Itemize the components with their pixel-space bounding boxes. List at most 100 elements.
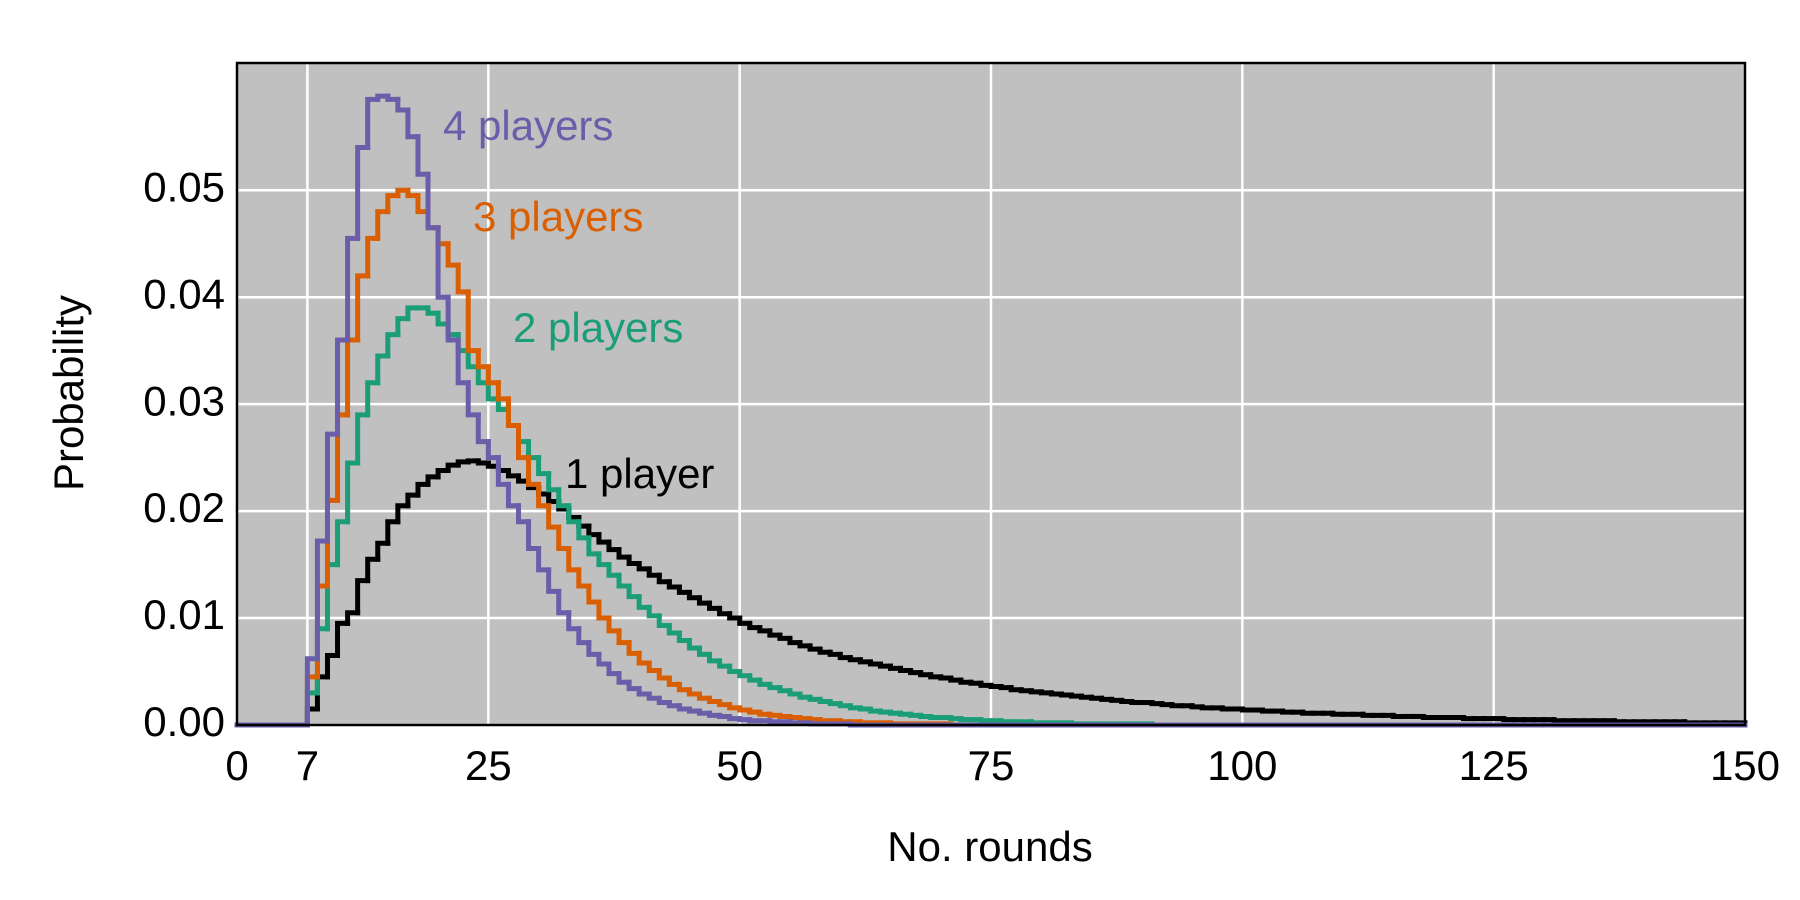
step xyxy=(425,171,441,231)
series-label: 4 players xyxy=(443,102,613,149)
step xyxy=(646,660,662,673)
step xyxy=(1360,711,1376,718)
step xyxy=(918,712,934,719)
step xyxy=(355,578,371,616)
step xyxy=(395,503,411,525)
step xyxy=(908,667,924,676)
step xyxy=(556,588,572,616)
step xyxy=(968,679,984,686)
series-label: 1 player xyxy=(565,450,714,497)
step xyxy=(445,462,461,473)
step xyxy=(616,572,632,589)
step xyxy=(566,610,582,632)
step xyxy=(656,695,672,706)
grid xyxy=(235,63,1747,727)
step xyxy=(435,467,451,480)
step xyxy=(385,193,401,215)
step xyxy=(666,675,682,687)
step xyxy=(365,96,381,150)
step xyxy=(1611,718,1627,725)
step xyxy=(495,380,511,402)
plot-frame xyxy=(235,61,1747,727)
step xyxy=(887,709,904,716)
step xyxy=(817,646,833,655)
step xyxy=(797,691,813,700)
step xyxy=(626,583,642,600)
step xyxy=(335,620,351,658)
step xyxy=(898,665,914,673)
step xyxy=(696,645,713,657)
step xyxy=(314,538,330,662)
step xyxy=(978,717,994,724)
step xyxy=(686,589,702,601)
y-tick-label: 0.00 xyxy=(143,698,225,745)
step xyxy=(335,337,351,437)
step xyxy=(596,532,612,545)
step xyxy=(827,698,843,707)
step xyxy=(998,718,1014,725)
step xyxy=(596,651,612,667)
step xyxy=(666,579,682,590)
step xyxy=(475,348,491,370)
step xyxy=(717,605,733,617)
step xyxy=(1420,713,1436,721)
step xyxy=(576,626,592,646)
step xyxy=(385,93,401,102)
step xyxy=(948,715,964,722)
step xyxy=(586,640,602,657)
step xyxy=(1330,710,1346,717)
step xyxy=(837,701,853,709)
step xyxy=(515,423,532,461)
y-tick-label: 0.01 xyxy=(143,591,225,638)
x-tick-label: 150 xyxy=(1710,742,1780,789)
step xyxy=(656,572,672,585)
step xyxy=(646,566,662,578)
step xyxy=(666,623,682,636)
step xyxy=(475,412,491,445)
step xyxy=(1189,703,1205,710)
step xyxy=(777,712,793,719)
step xyxy=(556,487,572,509)
step xyxy=(1099,695,1115,702)
step xyxy=(1048,690,1064,697)
step xyxy=(586,583,602,605)
step xyxy=(465,380,481,418)
step xyxy=(505,396,521,429)
step xyxy=(586,535,602,557)
step xyxy=(817,717,833,724)
step xyxy=(707,710,723,718)
step xyxy=(727,713,743,722)
step xyxy=(606,661,622,677)
step xyxy=(606,615,622,634)
step xyxy=(636,561,652,572)
step xyxy=(1078,693,1095,700)
step xyxy=(1008,685,1024,693)
step xyxy=(1068,692,1084,699)
step xyxy=(827,649,843,657)
step xyxy=(626,554,642,567)
step xyxy=(1461,715,1477,722)
step xyxy=(324,652,341,680)
step xyxy=(1501,716,1517,723)
x-tick-label: 75 xyxy=(968,742,1015,789)
step xyxy=(586,523,602,538)
step xyxy=(485,460,501,469)
step xyxy=(787,713,803,721)
step xyxy=(938,674,954,681)
step xyxy=(908,711,924,718)
step xyxy=(596,599,612,621)
step xyxy=(1028,688,1044,695)
step xyxy=(767,711,783,718)
step xyxy=(606,539,622,553)
step xyxy=(777,632,793,641)
step xyxy=(606,562,622,578)
step xyxy=(747,707,763,715)
step xyxy=(797,715,813,722)
step xyxy=(505,467,521,479)
step xyxy=(415,134,431,177)
y-tick-label: 0.02 xyxy=(143,484,225,531)
step xyxy=(616,671,632,685)
step xyxy=(1159,701,1175,708)
step xyxy=(747,717,763,724)
